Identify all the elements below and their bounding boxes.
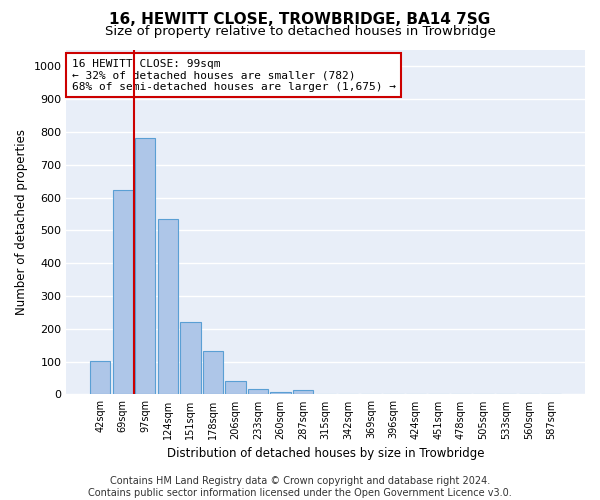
Bar [113, 190, 133, 394]
Bar [180, 322, 200, 394]
Text: 16 HEWITT CLOSE: 99sqm
← 32% of detached houses are smaller (782)
68% of semi-de: 16 HEWITT CLOSE: 99sqm ← 32% of detached… [71, 58, 395, 92]
Text: Size of property relative to detached houses in Trowbridge: Size of property relative to detached ho… [104, 25, 496, 38]
Bar [135, 138, 155, 394]
Bar [158, 219, 178, 394]
Bar [90, 360, 110, 394]
Y-axis label: Number of detached properties: Number of detached properties [15, 129, 28, 315]
Text: 16, HEWITT CLOSE, TROWBRIDGE, BA14 7SG: 16, HEWITT CLOSE, TROWBRIDGE, BA14 7SG [109, 12, 491, 28]
X-axis label: Distribution of detached houses by size in Trowbridge: Distribution of detached houses by size … [167, 447, 484, 460]
Bar [226, 380, 245, 394]
Bar [248, 389, 268, 394]
Bar [203, 351, 223, 395]
Bar [271, 392, 291, 394]
Bar [293, 390, 313, 394]
Text: Contains HM Land Registry data © Crown copyright and database right 2024.
Contai: Contains HM Land Registry data © Crown c… [88, 476, 512, 498]
